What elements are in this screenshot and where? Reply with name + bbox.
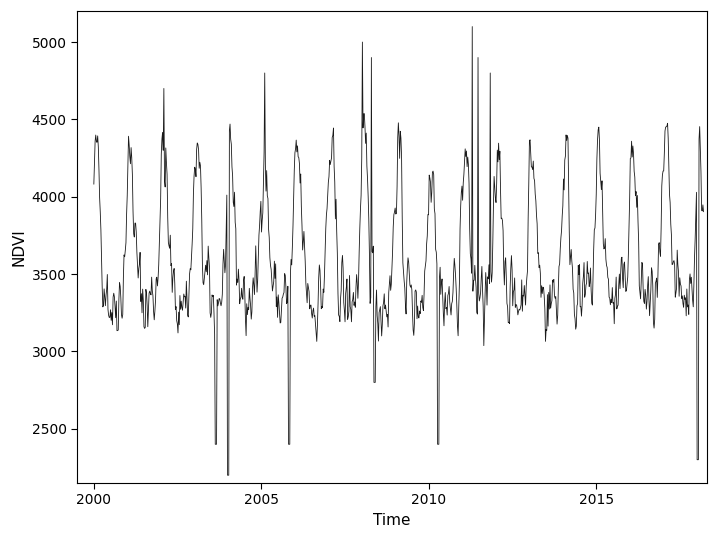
Y-axis label: NDVI: NDVI bbox=[11, 228, 26, 266]
X-axis label: Time: Time bbox=[373, 513, 411, 528]
